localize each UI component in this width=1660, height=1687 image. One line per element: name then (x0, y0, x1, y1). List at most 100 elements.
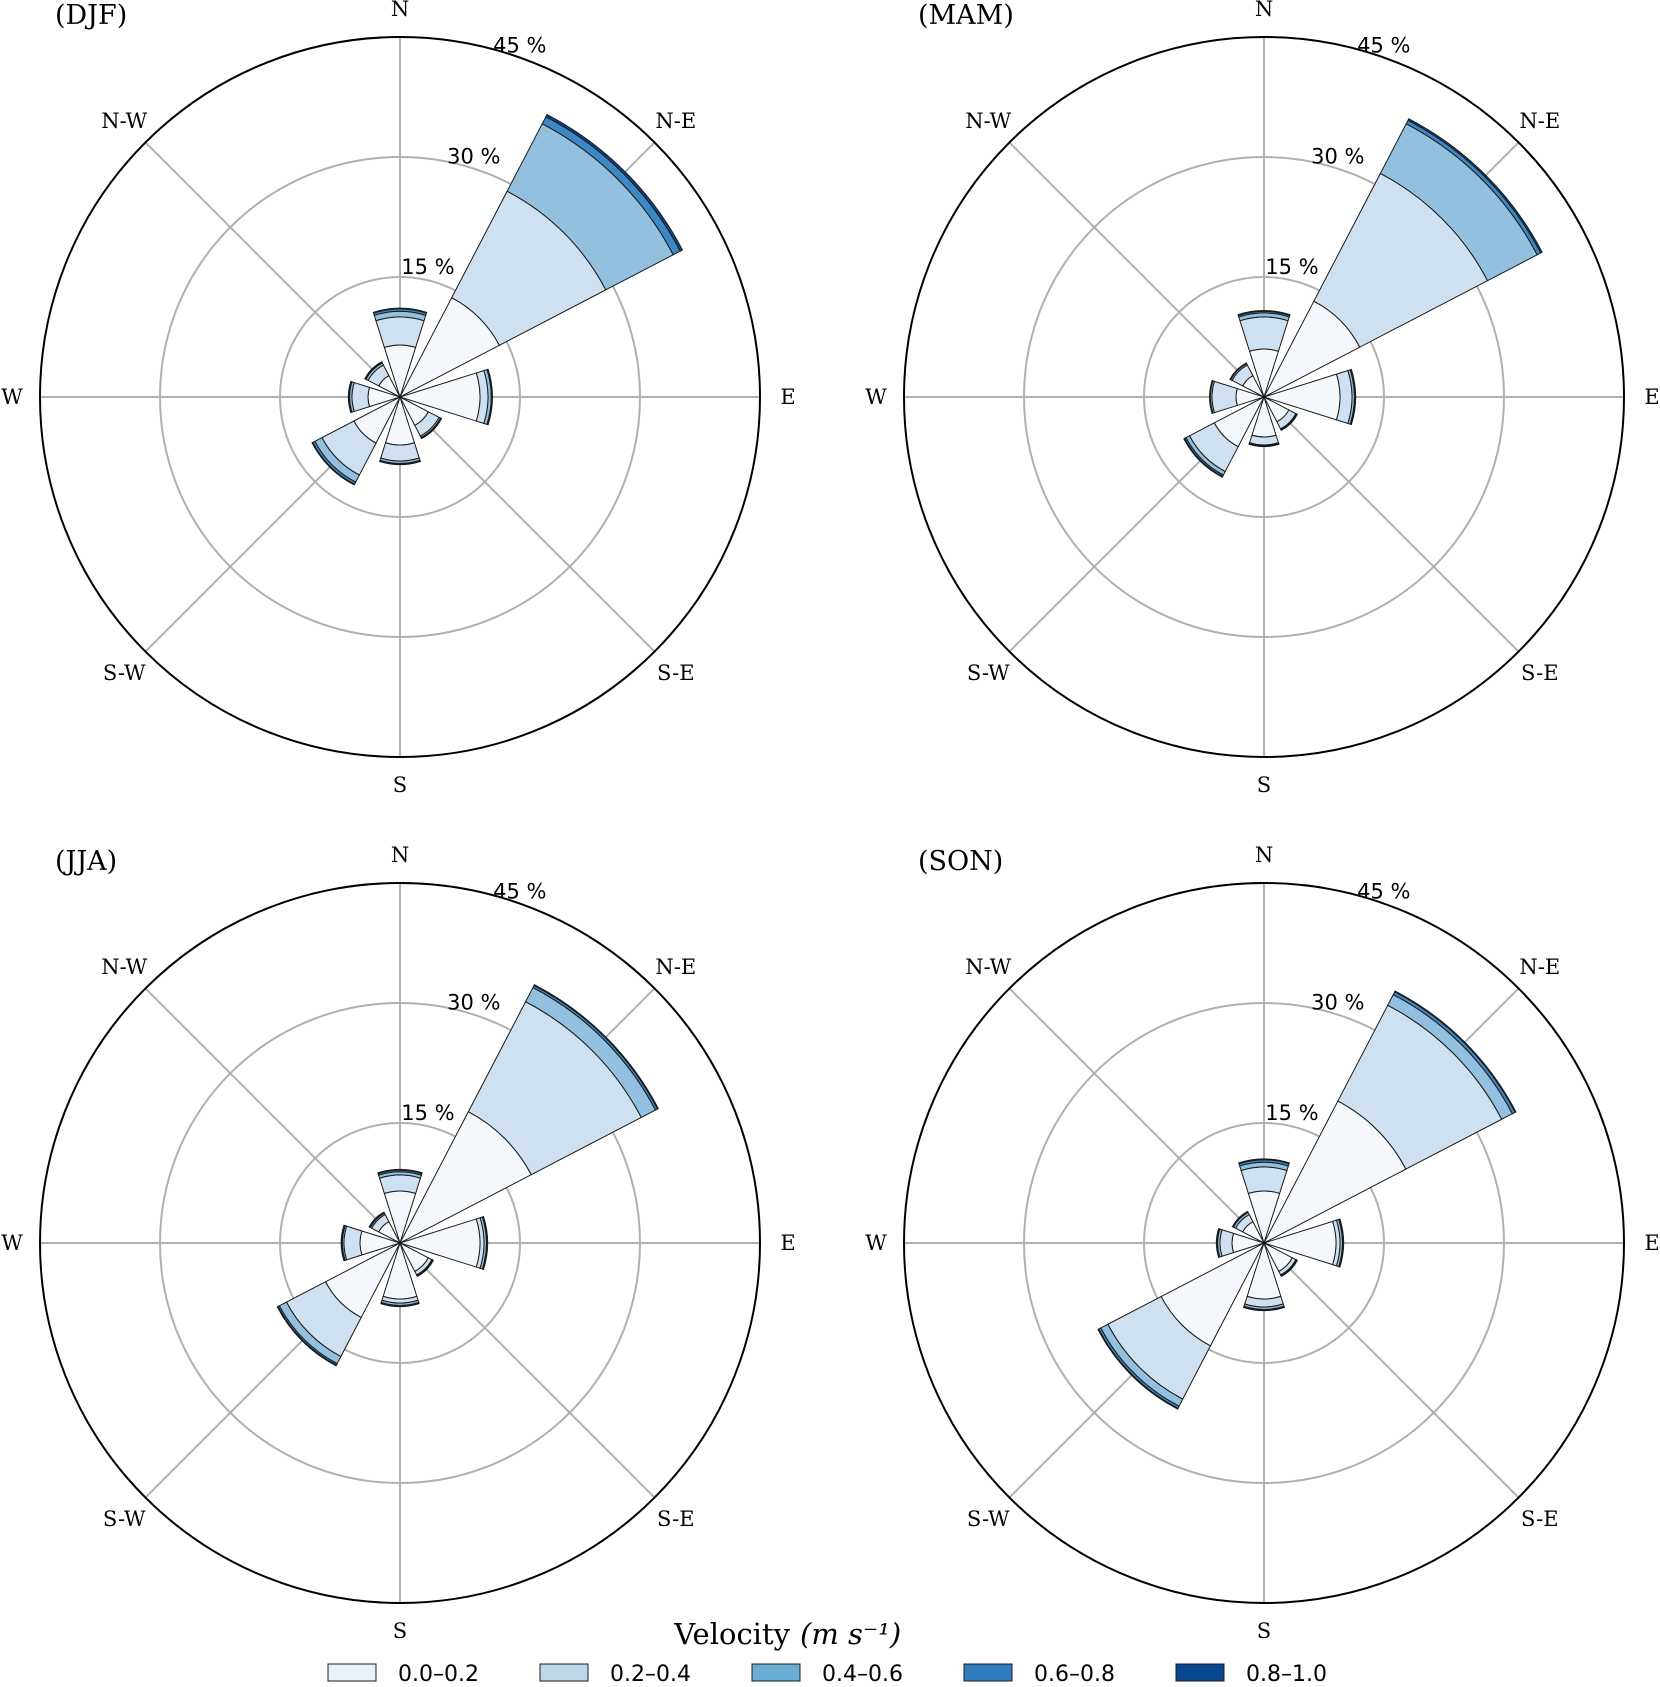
wedge-s-bin-4 (1243, 1306, 1285, 1312)
legend-swatch (1175, 1663, 1225, 1682)
wedge-n-e-bin-4 (1407, 118, 1543, 254)
radial-tick-label: 30 % (447, 990, 500, 1014)
direction-label-w: W (1, 1231, 23, 1255)
grid-spoke (144, 141, 401, 398)
grid-spoke (144, 987, 401, 1244)
wedge-w-bin-1 (343, 1225, 363, 1261)
wedge-s-bin-4 (379, 460, 421, 466)
direction-label-n-e: N-E (1519, 109, 1560, 133)
wedge-w-bin-4 (340, 1224, 345, 1262)
outer-ring (39, 36, 761, 758)
windrose-panel: 15 % 30 % 45 % N N-E E S-E S S-W W N-W (JJA) (1, 843, 795, 1643)
wedge-s-e-bin-4 (420, 417, 443, 440)
panel-title: (MAM) (918, 0, 1014, 31)
direction-label-n-e: N-E (655, 955, 696, 979)
outer-ring (39, 882, 761, 1604)
panel-title: (SON) (918, 846, 1003, 877)
direction-label-s-e: S-E (1521, 661, 1559, 685)
direction-label-n-w: N-W (965, 955, 1011, 979)
wedge-s-e-bin-4 (1280, 413, 1299, 432)
legend-label: 0.6–0.8 (1034, 1662, 1115, 1687)
radial-tick-label: 45 % (1357, 879, 1410, 903)
wedge-s-w-bin-4 (311, 441, 356, 486)
legend-unit: (m s⁻¹) (800, 1617, 901, 1651)
grid-spoke (399, 1242, 656, 1499)
legend-swatch (539, 1663, 589, 1682)
direction-label-s-w: S-W (103, 1507, 146, 1531)
wedge-n-w-bin-4 (1229, 362, 1248, 381)
direction-label-s-w: S-W (967, 1507, 1010, 1531)
grid-spoke (1008, 141, 1265, 398)
radial-tick-label: 30 % (1311, 144, 1364, 168)
wedge-w-bin-1 (1211, 380, 1238, 414)
direction-label-w: W (1, 385, 23, 409)
wedge-s-bin-1 (380, 442, 420, 462)
wedge-n-e-bin-4 (545, 113, 684, 252)
wedge-s-e-bin-4 (1280, 1259, 1299, 1278)
legend-label: 0.8–1.0 (1246, 1662, 1327, 1687)
legend-title: Velocity (673, 1617, 790, 1651)
grid-spoke (1263, 396, 1520, 653)
wedge-n-bin-4 (1238, 1158, 1290, 1165)
direction-label-n-w: N-W (101, 955, 147, 979)
direction-label-n: N (391, 843, 409, 867)
windrose-panel: 15 % 30 % 45 % N N-E E S-E S S-W W N-W (DJF) (1, 0, 795, 797)
wedge-n-w-bin-4 (368, 1211, 385, 1228)
wedge-w-bin-1 (1219, 1229, 1235, 1257)
wedge-n-bin-1 (375, 316, 425, 349)
grid-spoke (1008, 987, 1265, 1244)
wedge-n-bin-4 (372, 307, 428, 314)
legend: Velocity (m s⁻¹) 0.0–0.2 0.2–0.4 0.4–0.6 0.… (327, 1617, 1327, 1687)
wedge-e-bin-4 (1350, 368, 1357, 426)
windrose-panels: 15 % 30 % 45 % N N-E E S-E S S-W W N-W (DJF) 15 % 30 … (1, 0, 1659, 1643)
legend-entries: 0.0–0.2 0.2–0.4 0.4–0.6 0.6–0.8 0.8–1.0 (327, 1662, 1327, 1687)
direction-label-w: W (865, 385, 887, 409)
grid-spoke (1263, 1242, 1520, 1499)
wedge-s-w-bin-4 (1097, 1328, 1179, 1410)
direction-label-e: E (1644, 385, 1659, 409)
direction-label-e: E (780, 385, 795, 409)
radial-tick-label: 30 % (1311, 990, 1364, 1014)
direction-label-s-e: S-E (657, 1507, 695, 1531)
radial-tick-label: 45 % (493, 879, 546, 903)
wedge-w-bin-4 (1215, 1228, 1220, 1258)
direction-label-e: E (780, 1231, 795, 1255)
legend-label: 0.0–0.2 (398, 1662, 479, 1687)
outer-ring (903, 882, 1625, 1604)
panel-title: (JJA) (55, 846, 117, 877)
wedge-e-bin-4 (482, 1216, 489, 1270)
wedge-e-bin-4 (487, 368, 493, 426)
wedge-w-bin-4 (1209, 380, 1214, 414)
wedge-e-bin-4 (1338, 1218, 1345, 1268)
wedge-s-bin-4 (380, 1302, 420, 1308)
radial-tick-label: 15 % (401, 1101, 454, 1125)
direction-label-s-w: S-W (103, 661, 146, 685)
wedge-n-bin-1 (378, 1174, 422, 1195)
wedge-n-bin-4 (1237, 310, 1291, 316)
windrose-panel: 15 % 30 % 45 % N N-E E S-E S S-W W N-W (SON) (865, 843, 1659, 1643)
panel-title: (DJF) (55, 0, 127, 31)
radial-tick-label: 15 % (1265, 255, 1318, 279)
wedge-n-e-bin-4 (533, 984, 659, 1110)
direction-label-s: S (1257, 1619, 1271, 1643)
direction-label-n: N (1255, 843, 1273, 867)
direction-label-e: E (1644, 1231, 1659, 1255)
direction-label-s-e: S-E (1521, 1507, 1559, 1531)
direction-label-s: S (393, 1619, 407, 1643)
legend-label: 0.2–0.4 (610, 1662, 691, 1687)
direction-label-n: N (1255, 0, 1273, 21)
wedge-n-bin-4 (377, 1168, 423, 1175)
direction-label-s-e: S-E (657, 661, 695, 685)
legend-swatch (327, 1663, 377, 1682)
direction-label-s: S (393, 773, 407, 797)
direction-label-s: S (1257, 773, 1271, 797)
direction-label-n-e: N-E (1519, 955, 1560, 979)
legend-swatch (751, 1663, 801, 1682)
wedge-n-w-bin-4 (1231, 1210, 1249, 1228)
wedge-n-w-bin-4 (364, 361, 383, 380)
direction-label-w: W (865, 1231, 887, 1255)
wedge-n-bin-1 (1240, 1166, 1288, 1195)
wedge-w-bin-4 (347, 380, 352, 414)
wedge-s-e-bin-4 (416, 1259, 435, 1278)
wedge-w-bin-1 (351, 381, 371, 413)
